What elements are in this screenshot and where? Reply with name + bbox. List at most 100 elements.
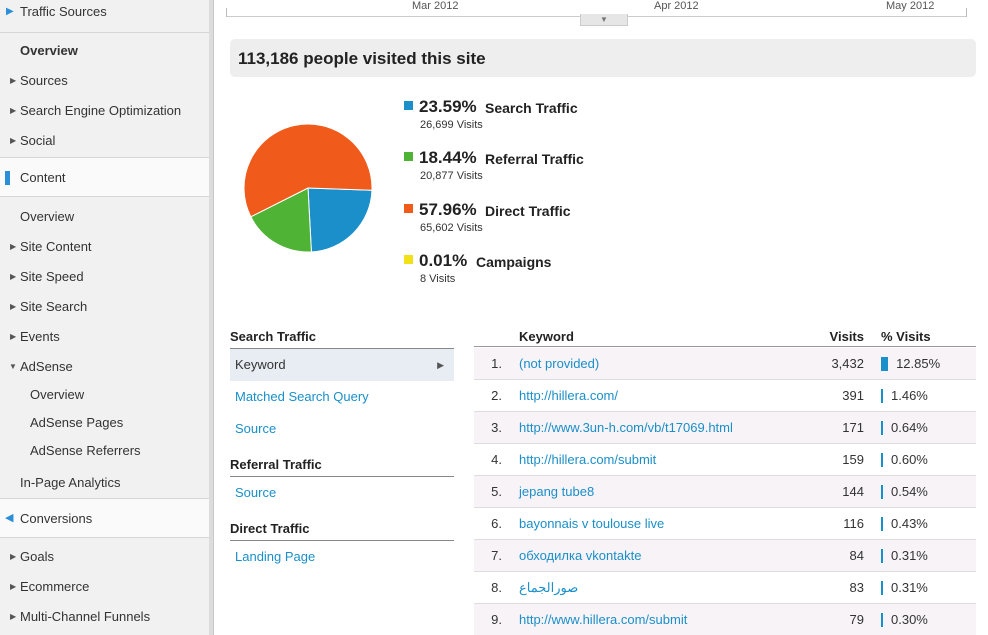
chevron-right-icon: ▶: [437, 360, 444, 370]
row-number: 4.: [491, 452, 502, 467]
traffic-pie-chart: [243, 123, 373, 253]
visits-value: 83: [849, 580, 864, 595]
triangle-right-icon: ▶: [10, 302, 17, 311]
chevron-down-icon: ▼: [600, 15, 608, 24]
keyword-link[interactable]: http://www.hillera.com/submit: [519, 612, 688, 627]
pie-slice-referral-traffic[interactable]: [250, 187, 312, 253]
share-bar: [881, 613, 883, 627]
pie-slice-search-traffic[interactable]: [307, 187, 373, 253]
sidebar-item-overview[interactable]: Overview: [20, 43, 78, 58]
legend-visits: 26,699 Visits: [420, 119, 483, 131]
legend-name: Campaigns: [476, 254, 552, 270]
sidebar-item-label: Site Speed: [20, 269, 84, 284]
subnav-keyword[interactable]: Keyword ▶: [230, 349, 454, 381]
visits-value: 3,432: [831, 356, 864, 371]
sidebar-item-label: Search Engine Optimization: [20, 103, 182, 118]
table-row: 4. http://hillera.com/submit 159 0.60%: [474, 444, 976, 476]
subnav-heading-search: Search Traffic: [230, 329, 454, 349]
sidebar-item-content-overview[interactable]: Overview: [20, 209, 75, 224]
row-number: 7.: [491, 548, 502, 563]
subnav-heading-referral: Referral Traffic: [230, 457, 454, 477]
legend-name: Direct Traffic: [485, 203, 571, 219]
pct-visits-value: 12.85%: [896, 356, 941, 371]
table-row: 7. обходилка vkontakte 84 0.31%: [474, 540, 976, 572]
sidebar-item-in-page-analytics[interactable]: In-Page Analytics: [20, 475, 121, 490]
visits-value: 391: [842, 388, 864, 403]
legend-name: Search Traffic: [485, 100, 578, 116]
triangle-right-icon: ▶: [10, 612, 17, 621]
sidebar-section-content[interactable]: Content: [0, 157, 210, 197]
sidebar-item-label: Events: [20, 329, 60, 344]
column-header-pct-visits[interactable]: % Visits: [881, 329, 931, 344]
keyword-link[interactable]: обходилка vkontakte: [519, 548, 642, 563]
share-bar: [881, 485, 883, 499]
table-row: 9. http://www.hillera.com/submit 79 0.30%: [474, 604, 976, 635]
table-row: 8. صورالجماع 83 0.31%: [474, 572, 976, 604]
pct-visits-value: 1.46%: [891, 388, 928, 403]
pie-slice-direct-traffic[interactable]: [243, 123, 373, 218]
sidebar-section-label: Conversions: [20, 511, 93, 526]
keyword-link[interactable]: http://hillera.com/: [519, 388, 618, 403]
legend-swatch: [404, 152, 413, 161]
keyword-link[interactable]: bayonnais v toulouse live: [519, 516, 665, 531]
legend-percent: 18.44%: [419, 148, 477, 167]
visitors-headline: 113,186 people visited this site: [230, 39, 976, 77]
subnav-referral-source[interactable]: Source: [235, 485, 277, 500]
triangle-right-icon: ▶: [10, 272, 17, 281]
share-bar: [881, 389, 883, 403]
pct-visits-value: 0.64%: [891, 420, 928, 435]
triangle-down-icon: ▼: [9, 362, 17, 371]
sidebar-item-adsense-overview[interactable]: Overview: [30, 387, 85, 402]
sidebar-item-label: AdSense: [20, 359, 73, 374]
subnav-heading-direct: Direct Traffic: [230, 521, 454, 541]
sidebar-item-label: Multi-Channel Funnels: [20, 609, 151, 624]
keyword-link[interactable]: jepang tube8: [519, 484, 595, 499]
collapse-chart-handle[interactable]: ▼: [580, 14, 628, 26]
row-number: 1.: [491, 356, 502, 371]
flag-icon: ◀: [5, 512, 14, 524]
share-bar: [881, 549, 883, 563]
triangle-right-icon: ▶: [10, 552, 17, 561]
share-bar: [881, 453, 883, 467]
legend-percent: 23.59%: [419, 97, 477, 116]
column-header-keyword[interactable]: Keyword: [519, 329, 574, 344]
table-row: 2. http://hillera.com/391 1.46%: [474, 380, 976, 412]
table-row: 6. bayonnais v toulouse live 116 0.43%: [474, 508, 976, 540]
sidebar-item-label: Site Content: [20, 239, 92, 254]
pct-visits-value: 0.30%: [891, 612, 928, 627]
row-number: 8.: [491, 580, 502, 595]
legend-visits: 20,877 Visits: [420, 170, 483, 182]
column-header-visits[interactable]: Visits: [829, 329, 864, 344]
sidebar-item-adsense-pages[interactable]: AdSense Pages: [30, 415, 124, 430]
legend-visits: 65,602 Visits: [420, 222, 483, 234]
sidebar-item-adsense-referrers[interactable]: AdSense Referrers: [30, 443, 141, 458]
row-number: 9.: [491, 612, 502, 627]
subnav-matched-search-query[interactable]: Matched Search Query: [235, 389, 369, 404]
legend-name: Referral Traffic: [485, 151, 584, 167]
sidebar-item-label: Sources: [20, 73, 68, 88]
pct-visits-value: 0.60%: [891, 452, 928, 467]
subnav-landing-page[interactable]: Landing Page: [235, 549, 316, 564]
visits-value: 79: [849, 612, 864, 627]
legend-swatch: [404, 204, 413, 213]
keyword-link[interactable]: http://www.3un-h.com/vb/t17069.html: [519, 420, 733, 435]
sidebar-section-conversions[interactable]: ◀ Conversions: [0, 498, 210, 538]
table-header: Keyword Visits % Visits: [474, 325, 976, 347]
keyword-link[interactable]: (not provided): [519, 356, 600, 371]
keyword-link[interactable]: صورالجماع: [519, 580, 579, 595]
sidebar-section-label: Content: [20, 170, 66, 185]
triangle-right-icon: ▶: [10, 76, 17, 85]
share-bar: [881, 581, 883, 595]
legend-swatch: [404, 101, 413, 110]
section-marker-icon: [5, 171, 10, 185]
subnav-search-source[interactable]: Source: [235, 421, 277, 436]
timeline-tick: [226, 8, 227, 17]
timeline-label: May 2012: [886, 0, 935, 12]
timeline-label: Apr 2012: [654, 0, 699, 12]
sidebar-item-label: Traffic Sources: [20, 4, 107, 19]
keyword-link[interactable]: http://hillera.com/submit: [519, 452, 657, 467]
sidebar-item-label: Ecommerce: [20, 579, 90, 594]
sidebar-item-label: Goals: [20, 549, 54, 564]
share-bar: [881, 517, 883, 531]
sidebar-item-label: Social: [20, 133, 56, 148]
